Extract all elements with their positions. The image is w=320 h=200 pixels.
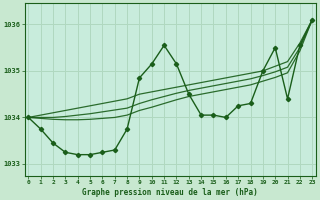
X-axis label: Graphe pression niveau de la mer (hPa): Graphe pression niveau de la mer (hPa) [83,188,258,197]
